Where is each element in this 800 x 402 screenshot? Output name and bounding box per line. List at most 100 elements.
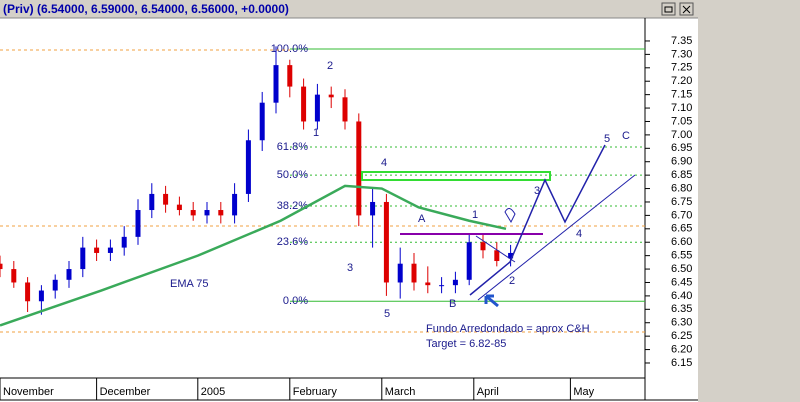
annotation: 3 (347, 262, 353, 274)
y-tick-label: 6.60 (671, 236, 692, 248)
y-tick-label: 6.35 (671, 303, 692, 315)
fib-label: 100.0% (271, 43, 309, 55)
candle-body (218, 210, 224, 216)
y-tick-label: 6.95 (671, 142, 692, 154)
y-tick-label: 7.25 (671, 62, 692, 74)
annotation: 5 (604, 133, 610, 145)
annotation: C (622, 130, 630, 142)
annotation: 3 (534, 185, 540, 197)
candle-body (0, 263, 3, 270)
y-tick-label: 6.65 (671, 223, 692, 235)
y-tick-label: 6.50 (671, 263, 692, 275)
candle-body (190, 210, 196, 216)
candle-body (397, 263, 403, 283)
y-tick-label: 7.20 (671, 75, 692, 87)
restore-button[interactable] (661, 2, 676, 16)
x-tick-label: April (477, 386, 499, 398)
x-tick-label: May (573, 386, 594, 398)
x-tick-label: December (100, 386, 151, 398)
y-tick-label: 6.40 (671, 290, 692, 302)
candle-body (508, 252, 514, 259)
annotation: 1 (472, 209, 478, 221)
candle-body (94, 247, 100, 253)
candle-body (273, 65, 279, 103)
y-tick-label: 7.30 (671, 48, 692, 60)
annotation: 1 (313, 127, 319, 139)
candle-body (66, 269, 72, 280)
candle-body (121, 236, 127, 248)
candle-body (38, 290, 44, 302)
candle-body (11, 269, 17, 283)
fib-label: 38.2% (277, 200, 308, 212)
candle-body (135, 210, 141, 237)
annotation: A (418, 213, 426, 225)
chart-background (0, 0, 698, 402)
candle-body (356, 121, 362, 216)
candle-body (411, 263, 417, 283)
candle-body (80, 247, 86, 270)
candle-body (149, 193, 155, 211)
y-tick-label: 7.05 (671, 115, 692, 127)
y-tick-label: 7.35 (671, 35, 692, 47)
candle-body (287, 65, 293, 87)
annotation: Target = 6.82-85 (426, 338, 506, 350)
chart-title: (Priv) (6.54000, 6.59000, 6.54000, 6.560… (3, 2, 289, 16)
annotation: 2 (509, 275, 515, 287)
candle-body (328, 94, 334, 98)
fib-label: 0.0% (283, 295, 308, 307)
hand-icon (504, 208, 516, 224)
y-tick-label: 6.55 (671, 250, 692, 262)
title-bar (0, 0, 698, 18)
candle-body (232, 193, 238, 216)
annotation: 4 (381, 157, 387, 169)
candle-body (439, 285, 445, 287)
x-tick-label: March (385, 386, 416, 398)
candle-body (52, 279, 58, 291)
annotation: 4 (576, 228, 582, 240)
y-tick-label: 6.85 (671, 169, 692, 181)
y-tick-label: 6.90 (671, 156, 692, 168)
fib-label: 23.6% (277, 236, 308, 248)
y-tick-label: 6.30 (671, 317, 692, 329)
flag-line (475, 235, 516, 263)
candle-body (480, 242, 486, 251)
y-tick-label: 6.80 (671, 182, 692, 194)
x-tick-label: February (293, 386, 338, 398)
window-icons (664, 5, 691, 14)
y-tick-label: 6.25 (671, 330, 692, 342)
trend-line (477, 174, 636, 301)
candle-body (245, 140, 251, 194)
y-tick-label: 7.15 (671, 89, 692, 101)
wave-projection (469, 144, 606, 296)
fib-label: 61.8% (277, 141, 308, 153)
arrow-icon (484, 294, 499, 308)
candle-body (425, 282, 431, 286)
ema-line (0, 184, 507, 327)
y-tick-label: 6.75 (671, 196, 692, 208)
candle-body (314, 94, 320, 122)
candle-body (494, 250, 500, 262)
y-tick-label: 7.00 (671, 129, 692, 141)
candle-body (452, 279, 458, 286)
candle-body (301, 86, 307, 122)
annotation: B (449, 298, 456, 310)
target-box (361, 171, 551, 181)
y-tick-label: 6.70 (671, 209, 692, 221)
candle-body (107, 247, 113, 253)
candle-body (383, 201, 389, 283)
candle-body (204, 210, 210, 216)
annotation: 5 (384, 308, 390, 320)
y-tick-label: 7.10 (671, 102, 692, 114)
x-tick-label: 2005 (201, 386, 225, 398)
candle-body (176, 204, 182, 211)
ema-label: EMA 75 (170, 278, 209, 290)
candle-body (163, 193, 169, 205)
candle-body (370, 201, 376, 216)
y-tick-label: 6.20 (671, 343, 692, 355)
candle-body (342, 97, 348, 122)
x-tick-label: November (3, 386, 54, 398)
annotation: Fundo Arredondado = aprox C&H (426, 323, 590, 335)
plot: 7.357.30 7.257.20 7.157.107.05 7.006.95 6.90… (0, 35, 692, 400)
y-tick-label: 6.15 (671, 357, 692, 369)
